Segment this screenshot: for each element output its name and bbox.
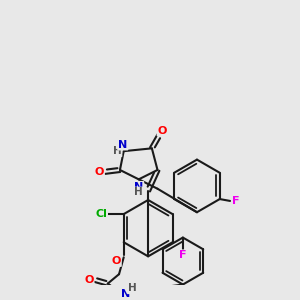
Text: Cl: Cl — [95, 209, 107, 219]
Text: N: N — [134, 182, 143, 192]
Text: F: F — [232, 196, 239, 206]
Text: F: F — [179, 250, 187, 260]
Text: O: O — [84, 275, 94, 285]
Text: H: H — [134, 188, 143, 197]
Text: H: H — [128, 283, 136, 293]
Text: N: N — [118, 140, 128, 150]
Text: O: O — [112, 256, 121, 266]
Text: N: N — [121, 289, 130, 299]
Text: O: O — [158, 125, 167, 136]
Text: H: H — [113, 146, 122, 156]
Text: O: O — [94, 167, 104, 177]
